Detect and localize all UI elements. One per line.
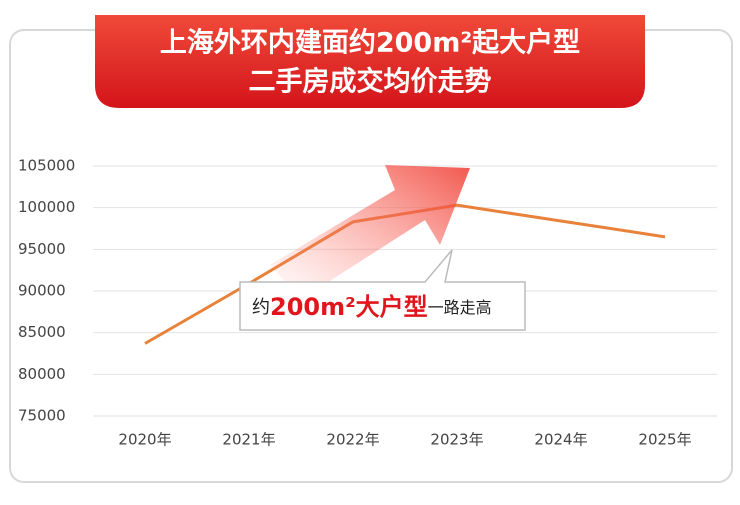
annotation-highlight: 200m²大户型 [270,293,428,321]
annotation-part: 约 [252,297,270,318]
y-tick-label: 95000 [18,240,66,258]
x-tick-label: 2025年 [638,431,691,449]
title-banner [95,15,645,108]
x-tick-label: 2020年 [118,431,171,449]
annotation-part: 一路走高 [428,298,492,317]
y-tick-label: 80000 [18,365,66,383]
chart-title: 上海外环内建面约200m²起大户型 [160,27,580,59]
chart-subtitle: 二手房成交均价走势 [249,66,492,98]
x-tick-label: 2022年 [326,431,379,449]
y-tick-label: 75000 [18,407,66,425]
y-tick-label: 85000 [18,323,66,341]
x-tick-label: 2021年 [222,431,275,449]
annotation: 约200m²大户型一路走高 [252,293,492,321]
x-tick-label: 2023年 [430,431,483,449]
x-tick-label: 2024年 [534,431,587,449]
y-tick-label: 105000 [18,157,75,175]
callout-box [239,249,526,331]
y-tick-label: 100000 [18,198,75,216]
trend-arrow [270,165,470,300]
y-tick-label: 90000 [18,282,66,300]
